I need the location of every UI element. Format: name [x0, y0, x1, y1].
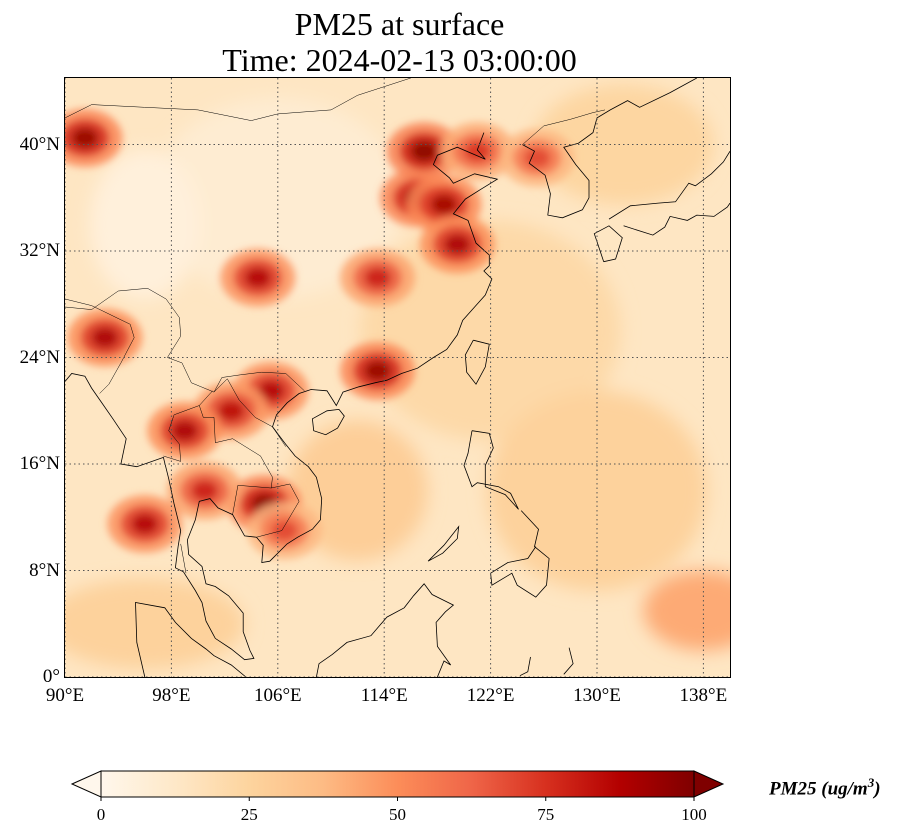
gridline-layer [65, 78, 730, 677]
hotspot-south-vietnam [247, 501, 322, 560]
coastline-segment [316, 583, 455, 677]
field-region [287, 420, 428, 561]
hotspot-shandong [406, 175, 482, 234]
hotspot-wuhan-region [340, 248, 415, 307]
coastline-segment [519, 656, 531, 677]
map-title-line-2: Time: 2024-02-13 03:00:00 [222, 42, 577, 78]
field-region [643, 570, 730, 651]
colorbar-tick-label: 25 [240, 805, 258, 824]
longitude-label: 98°E [152, 685, 191, 706]
colorbar [70, 770, 725, 801]
country-border [522, 109, 606, 145]
hotspot-jiangsu [419, 215, 495, 274]
latitude-label: 16°N [19, 453, 60, 475]
hotspot-northeast-india [67, 308, 143, 367]
longitude-label: 122°E [466, 685, 515, 706]
longitude-label: 106°E [253, 685, 302, 706]
coastline-segment [522, 78, 697, 219]
coastline-segment [490, 510, 550, 598]
map-panel [64, 77, 731, 678]
hotspot-central-thailand [167, 461, 243, 520]
colorbar-tick-label: 0 [96, 805, 106, 824]
colorbar-tick-label: 75 [537, 805, 555, 824]
latitude-label: 32°N [19, 240, 60, 262]
longitude-label: 130°E [573, 685, 621, 706]
hotspot-pearl-river-delta [340, 341, 415, 400]
field-region [65, 578, 245, 669]
map-title-line-1: PM25 at surface [294, 6, 505, 42]
longitude-label: 138°E [679, 685, 728, 706]
latitude-label: 0° [42, 666, 60, 687]
field-region [152, 97, 403, 298]
field-region [89, 149, 200, 300]
coastline-segment [135, 602, 247, 677]
country-border [213, 378, 287, 447]
colorbar-tick-label: 50 [389, 805, 406, 824]
country-border [199, 405, 273, 489]
latitude-label: 24°N [19, 346, 60, 368]
field-smooth-variation [65, 84, 730, 669]
country-border [232, 483, 300, 538]
hotspot-layer [65, 109, 575, 560]
country-border [65, 288, 305, 393]
colorbar-ticks [100, 797, 695, 801]
coastline-segment [427, 525, 460, 562]
country-border [180, 543, 187, 574]
hotspot-sichuan-basin [220, 248, 296, 307]
coastline-segment [623, 202, 730, 236]
coastline-segment [464, 339, 490, 385]
hotspot-bohai-coast [439, 122, 515, 181]
longitude-label: 114°E [360, 685, 408, 706]
country-border [65, 78, 411, 121]
coastline-segment [463, 430, 519, 510]
field-region [487, 390, 707, 591]
coastline-segment [593, 225, 623, 263]
hotspot-myanmar-coast [107, 495, 183, 553]
latitude-label: 40°N [19, 133, 60, 155]
latitude-label: 8°N [29, 559, 60, 581]
longitude-label: 90°E [45, 685, 85, 706]
coastline-segment [563, 647, 574, 675]
colorbar-extend-min [70, 770, 102, 798]
pm25-field-map [65, 78, 730, 677]
hotspot-mongolia-west [65, 109, 123, 167]
colorbar-title: PM25 (ug/m3) [769, 775, 881, 800]
coastline-segment [608, 150, 730, 220]
country-border [65, 298, 135, 394]
hotspot-beijing-tianjin [386, 122, 462, 181]
coastline-segment [311, 409, 345, 436]
hotspot-north-korea [499, 128, 575, 187]
colorbar-extend-max [693, 770, 725, 798]
colorbar-tick-label: 100 [681, 805, 707, 824]
hotspot-northern-thailand [147, 401, 223, 460]
colorbar-body [100, 770, 695, 798]
